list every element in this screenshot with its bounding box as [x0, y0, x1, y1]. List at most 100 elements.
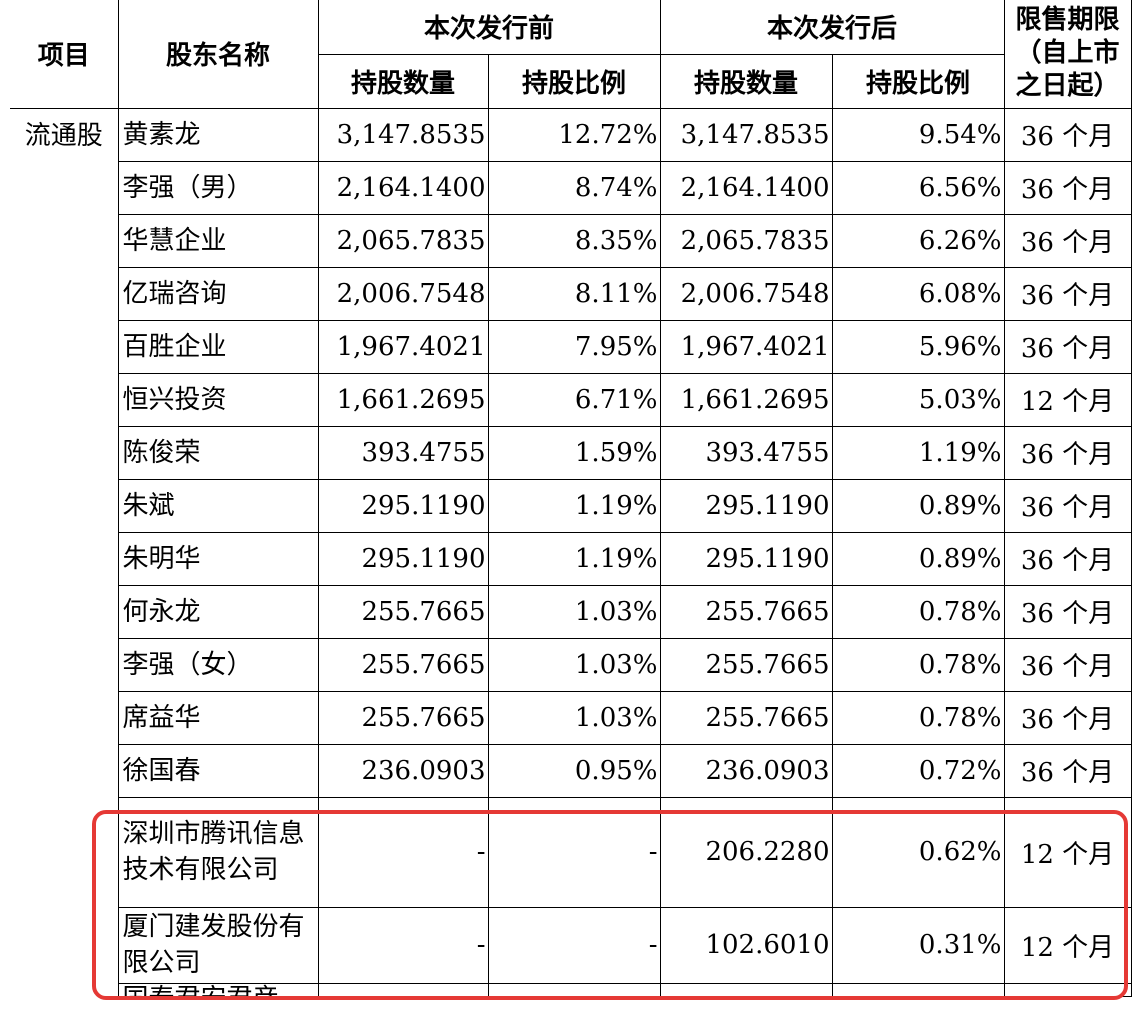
shareholder-name: 朱斌 — [117, 478, 319, 533]
shareholder-name: 李强（男） — [117, 160, 319, 215]
pre-shares: 255.7665 — [317, 637, 489, 692]
shareholder-name: 华慧企业 — [117, 213, 319, 268]
post-shares: 102.6010 — [659, 906, 833, 984]
shareholder-name: 何永龙 — [117, 584, 319, 639]
lock-period: 36 个月 — [1003, 584, 1132, 639]
pre-ratio: 1.19% — [487, 531, 661, 586]
table-row: 李强（男） 2,164.1400 8.74% 2,164.1400 6.56% … — [10, 160, 1132, 215]
table-row: 朱明华 295.1190 1.19% 295.1190 0.89% 36 个月 — [10, 531, 1132, 586]
pre-shares: 295.1190 — [317, 531, 489, 586]
pre-shares: 1,967.4021 — [317, 319, 489, 374]
shareholder-name: 厦门建发股份有限公司 — [117, 906, 319, 984]
pre-shares: 2,065.7835 — [317, 213, 489, 268]
pre-ratio: 8.11% — [487, 266, 661, 321]
post-shares: 255.7665 — [659, 584, 833, 639]
post-ratio: 9.54% — [831, 107, 1005, 162]
header-pre-shares: 持股数量 — [317, 53, 489, 109]
lock-period: 36 个月 — [1003, 107, 1132, 162]
pre-ratio: 8.74% — [487, 160, 661, 215]
table-row: 亿瑞咨询 2,006.7548 8.11% 2,006.7548 6.08% 3… — [10, 266, 1132, 321]
post-shares: 393.4755 — [659, 425, 833, 480]
post-shares: 3,147.8535 — [659, 107, 833, 162]
pre-shares: - — [317, 906, 489, 984]
header-before-issuance: 本次发行前 — [317, 0, 661, 55]
table-row: 朱斌 295.1190 1.19% 295.1190 0.89% 36 个月 — [10, 478, 1132, 533]
post-shares: 1,967.4021 — [659, 319, 833, 374]
post-ratio: 0.89% — [831, 478, 1005, 533]
table-row-highlighted: 厦门建发股份有限公司 - - 102.6010 0.31% 12 个月 — [10, 906, 1132, 984]
table-row: 百胜企业 1,967.4021 7.95% 1,967.4021 5.96% 3… — [10, 319, 1132, 374]
post-ratio: 0.72% — [831, 743, 1005, 798]
pre-shares: 1,661.2695 — [317, 372, 489, 427]
lock-period: 36 个月 — [1003, 213, 1132, 268]
table-row: 华慧企业 2,065.7835 8.35% 2,065.7835 6.26% 3… — [10, 213, 1132, 268]
header-pre-ratio: 持股比例 — [487, 53, 661, 109]
table-row: 恒兴投资 1,661.2695 6.71% 1,661.2695 5.03% 1… — [10, 372, 1132, 427]
pre-ratio: 1.19% — [487, 478, 661, 533]
table-row: 陈俊荣 393.4755 1.59% 393.4755 1.19% 36 个月 — [10, 425, 1132, 480]
lock-period: 36 个月 — [1003, 531, 1132, 586]
lock-period: 36 个月 — [1003, 690, 1132, 745]
shareholder-name: 百胜企业 — [117, 319, 319, 374]
post-ratio: 0.78% — [831, 690, 1005, 745]
shareholder-name: 恒兴投资 — [117, 372, 319, 427]
post-shares: 236.0903 — [659, 743, 833, 798]
shareholder-name: 深圳市腾讯信息技术有限公司 — [117, 796, 319, 908]
pre-ratio: 7.95% — [487, 319, 661, 374]
pre-shares: 393.4755 — [317, 425, 489, 480]
lock-period: 36 个月 — [1003, 160, 1132, 215]
post-ratio: 0.78% — [831, 584, 1005, 639]
shareholder-name: 席益华 — [117, 690, 319, 745]
lock-period: 36 个月 — [1003, 425, 1132, 480]
shareholder-name: 徐国春 — [117, 743, 319, 798]
header-after-issuance: 本次发行后 — [659, 0, 1005, 55]
table-row: 流通股 黄素龙 3,147.8535 12.72% 3,147.8535 9.5… — [10, 107, 1132, 996]
pre-shares: - — [317, 796, 489, 908]
category-cell: 流通股 — [10, 108, 119, 996]
cutoff-shareholder-name: 国泰君安君彦 — [123, 984, 279, 996]
pre-shares: 2,006.7548 — [317, 266, 489, 321]
pre-shares: 236.0903 — [317, 743, 489, 798]
lock-period: 12 个月 — [1003, 906, 1132, 984]
lock-period: 36 个月 — [1003, 266, 1132, 321]
header-post-shares: 持股数量 — [659, 53, 833, 109]
header-post-ratio: 持股比例 — [831, 53, 1005, 109]
pre-ratio: 8.35% — [487, 213, 661, 268]
pre-ratio: - — [487, 906, 661, 984]
pre-ratio: 1.03% — [487, 584, 661, 639]
table-row: 李强（女） 255.7665 1.03% 255.7665 0.78% 36 个… — [10, 637, 1132, 692]
shareholder-name: 陈俊荣 — [117, 425, 319, 480]
post-shares: 2,065.7835 — [659, 213, 833, 268]
post-shares: 2,006.7548 — [659, 266, 833, 321]
shareholder-name: 黄素龙 — [117, 107, 319, 162]
pre-shares: 255.7665 — [317, 584, 489, 639]
post-ratio: 1.19% — [831, 425, 1005, 480]
lock-period: 12 个月 — [1003, 372, 1132, 427]
pre-ratio: 6.71% — [487, 372, 661, 427]
shareholder-name: 李强（女） — [117, 637, 319, 692]
header-shareholder-name: 股东名称 — [117, 0, 319, 109]
pre-ratio: 0.95% — [487, 743, 661, 798]
pre-shares: 3,147.8535 — [317, 107, 489, 162]
pre-shares: 295.1190 — [317, 478, 489, 533]
post-shares: 255.7665 — [659, 637, 833, 692]
shareholding-table: 项目 股东名称 本次发行前 本次发行后 限售期限（自上市之日起） 持股数量 持股… — [10, 0, 1132, 997]
post-shares: 295.1190 — [659, 531, 833, 586]
post-ratio: 0.62% — [831, 796, 1005, 908]
post-shares: 1,661.2695 — [659, 372, 833, 427]
header-lock-period: 限售期限（自上市之日起） — [1003, 0, 1132, 109]
lock-period: 36 个月 — [1003, 743, 1132, 798]
lock-period: 36 个月 — [1003, 637, 1132, 692]
header-item: 项目 — [10, 0, 119, 109]
post-ratio: 0.78% — [831, 637, 1005, 692]
pre-shares: 2,164.1400 — [317, 160, 489, 215]
pre-shares: 255.7665 — [317, 690, 489, 745]
pre-ratio: 12.72% — [487, 107, 661, 162]
table-row: 席益华 255.7665 1.03% 255.7665 0.78% 36 个月 — [10, 690, 1132, 745]
lock-period: 12 个月 — [1003, 796, 1132, 908]
post-shares: 295.1190 — [659, 478, 833, 533]
pre-ratio: 1.59% — [487, 425, 661, 480]
lock-period: 36 个月 — [1003, 478, 1132, 533]
post-ratio: 0.89% — [831, 531, 1005, 586]
post-ratio: 6.56% — [831, 160, 1005, 215]
